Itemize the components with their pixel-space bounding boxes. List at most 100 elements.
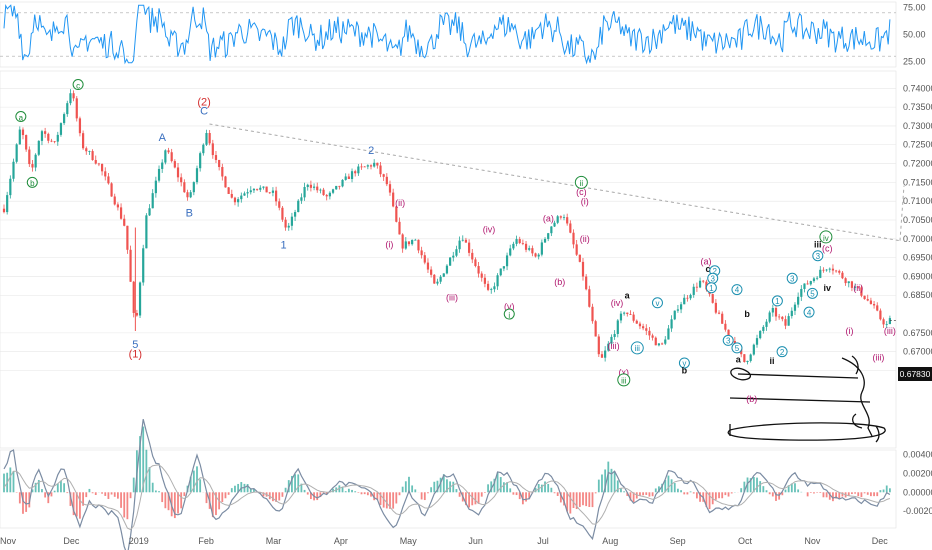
macd-hist-bar bbox=[496, 472, 499, 493]
candle-body bbox=[392, 192, 395, 207]
macd-hist-bar bbox=[291, 475, 293, 493]
candle-body bbox=[575, 244, 578, 255]
macd-hist-bar bbox=[705, 492, 708, 508]
wave-label-circle bbox=[651, 297, 663, 309]
time-tick-label: 2019 bbox=[129, 536, 149, 546]
macd-hist-bar bbox=[230, 488, 233, 493]
candle-body bbox=[445, 265, 449, 274]
candle-body bbox=[44, 131, 47, 134]
candle-body bbox=[2, 208, 6, 213]
macd-hist-bar bbox=[626, 492, 629, 496]
macd-hist-bar bbox=[518, 492, 521, 500]
candle-body bbox=[192, 182, 195, 193]
candle-body bbox=[50, 140, 53, 142]
wave-label-circle bbox=[503, 308, 515, 320]
macd-hist-bar bbox=[101, 492, 103, 494]
candle-body bbox=[588, 289, 591, 307]
candle-body bbox=[467, 242, 471, 253]
candle-body bbox=[214, 155, 218, 160]
candle-body bbox=[138, 282, 142, 316]
macd-hist-bar bbox=[284, 487, 287, 493]
candle-body bbox=[59, 123, 63, 135]
macd-hist-bar bbox=[610, 468, 613, 493]
candle-body bbox=[338, 185, 341, 187]
macd-hist-bar bbox=[879, 490, 882, 493]
macd-hist-bar bbox=[249, 488, 252, 493]
macd-hist-bar bbox=[651, 492, 654, 497]
macd-hist-bar bbox=[661, 483, 663, 493]
candle-body bbox=[297, 200, 300, 213]
wave-label: (b) bbox=[554, 277, 565, 287]
wave-label-text: (i) bbox=[581, 196, 589, 206]
macd-hist-bar bbox=[60, 480, 62, 493]
wave-label: A bbox=[159, 132, 167, 144]
price-panel[interactable]: cab5(1)AB(2)C12(i)(ii)(iii)(iv)(v)i(a)(b… bbox=[0, 70, 932, 449]
candle-body bbox=[499, 268, 502, 276]
candle-body bbox=[170, 152, 173, 162]
wave-label-text: 1 bbox=[775, 297, 780, 306]
candle-body bbox=[382, 174, 385, 177]
candle-body bbox=[717, 312, 721, 314]
trendline[interactable] bbox=[209, 123, 901, 242]
wave-label-text: 5 bbox=[132, 339, 138, 351]
macd-hist-bar bbox=[841, 492, 844, 497]
candle-body bbox=[781, 316, 784, 320]
macd-hist-bar bbox=[813, 492, 815, 494]
wave-label-text: (iii) bbox=[884, 326, 896, 336]
candle-body bbox=[290, 216, 294, 226]
macd-hist-bar bbox=[563, 492, 565, 506]
macd-hist-bar bbox=[253, 488, 255, 493]
macd-hist-bar bbox=[123, 492, 126, 518]
candle-body bbox=[759, 330, 762, 339]
macd-hist-bar bbox=[439, 477, 442, 493]
wave-label: c bbox=[705, 264, 710, 274]
macd-hist-bar bbox=[832, 492, 834, 502]
macd-hist-bar bbox=[376, 492, 379, 500]
wave-label: (i) bbox=[385, 240, 393, 250]
wave-label-text: 4 bbox=[735, 286, 740, 295]
macd-hist-bar bbox=[790, 483, 793, 493]
candle-body bbox=[379, 165, 382, 175]
wave-label-text: 5 bbox=[735, 344, 740, 353]
candle-body bbox=[660, 343, 664, 345]
candle-body bbox=[806, 283, 809, 285]
candle-body bbox=[312, 186, 316, 188]
macd-hist-bar bbox=[474, 492, 477, 505]
macd-hist-bar bbox=[382, 492, 385, 508]
candle-body bbox=[774, 308, 778, 317]
last-price-badge: 0.67830 bbox=[898, 367, 932, 381]
wave-annotations: cab5(1)AB(2)C12(i)(ii)(iii)(iv)(v)i(a)(b… bbox=[15, 79, 896, 404]
macd-hist-bar bbox=[145, 449, 148, 493]
macd-hist-bar bbox=[534, 487, 537, 493]
candle-body bbox=[793, 304, 797, 311]
wave-label-circle bbox=[812, 250, 824, 262]
macd-hist-bar bbox=[379, 492, 382, 505]
macd-hist-bar bbox=[585, 492, 588, 507]
candle-body bbox=[252, 188, 256, 191]
rsi-panel[interactable]: 75.00 50.00 25.00 bbox=[0, 1, 926, 68]
macd-hist-bar bbox=[686, 492, 689, 495]
candle-body bbox=[322, 189, 325, 196]
macd-hist-bar bbox=[192, 470, 195, 493]
candle-body bbox=[107, 176, 110, 184]
macd-hist-bar bbox=[765, 490, 768, 493]
candle-body bbox=[12, 161, 15, 179]
macd-hist-bar bbox=[683, 492, 686, 495]
macd-hist-bar bbox=[525, 492, 527, 502]
candle-body bbox=[360, 166, 363, 168]
candle-body bbox=[376, 162, 379, 166]
candle-body bbox=[224, 176, 227, 188]
macd-hist-bar bbox=[490, 481, 493, 493]
candle-body bbox=[755, 338, 759, 345]
rsi-tick-label: 50.00 bbox=[903, 30, 926, 40]
candle-body bbox=[872, 304, 876, 306]
candle-body bbox=[885, 324, 888, 325]
candle-body bbox=[847, 281, 850, 284]
candle-body bbox=[119, 207, 123, 219]
wave-label-text: 3 bbox=[790, 274, 795, 283]
candle-body bbox=[471, 252, 474, 260]
candle-body bbox=[812, 278, 816, 282]
